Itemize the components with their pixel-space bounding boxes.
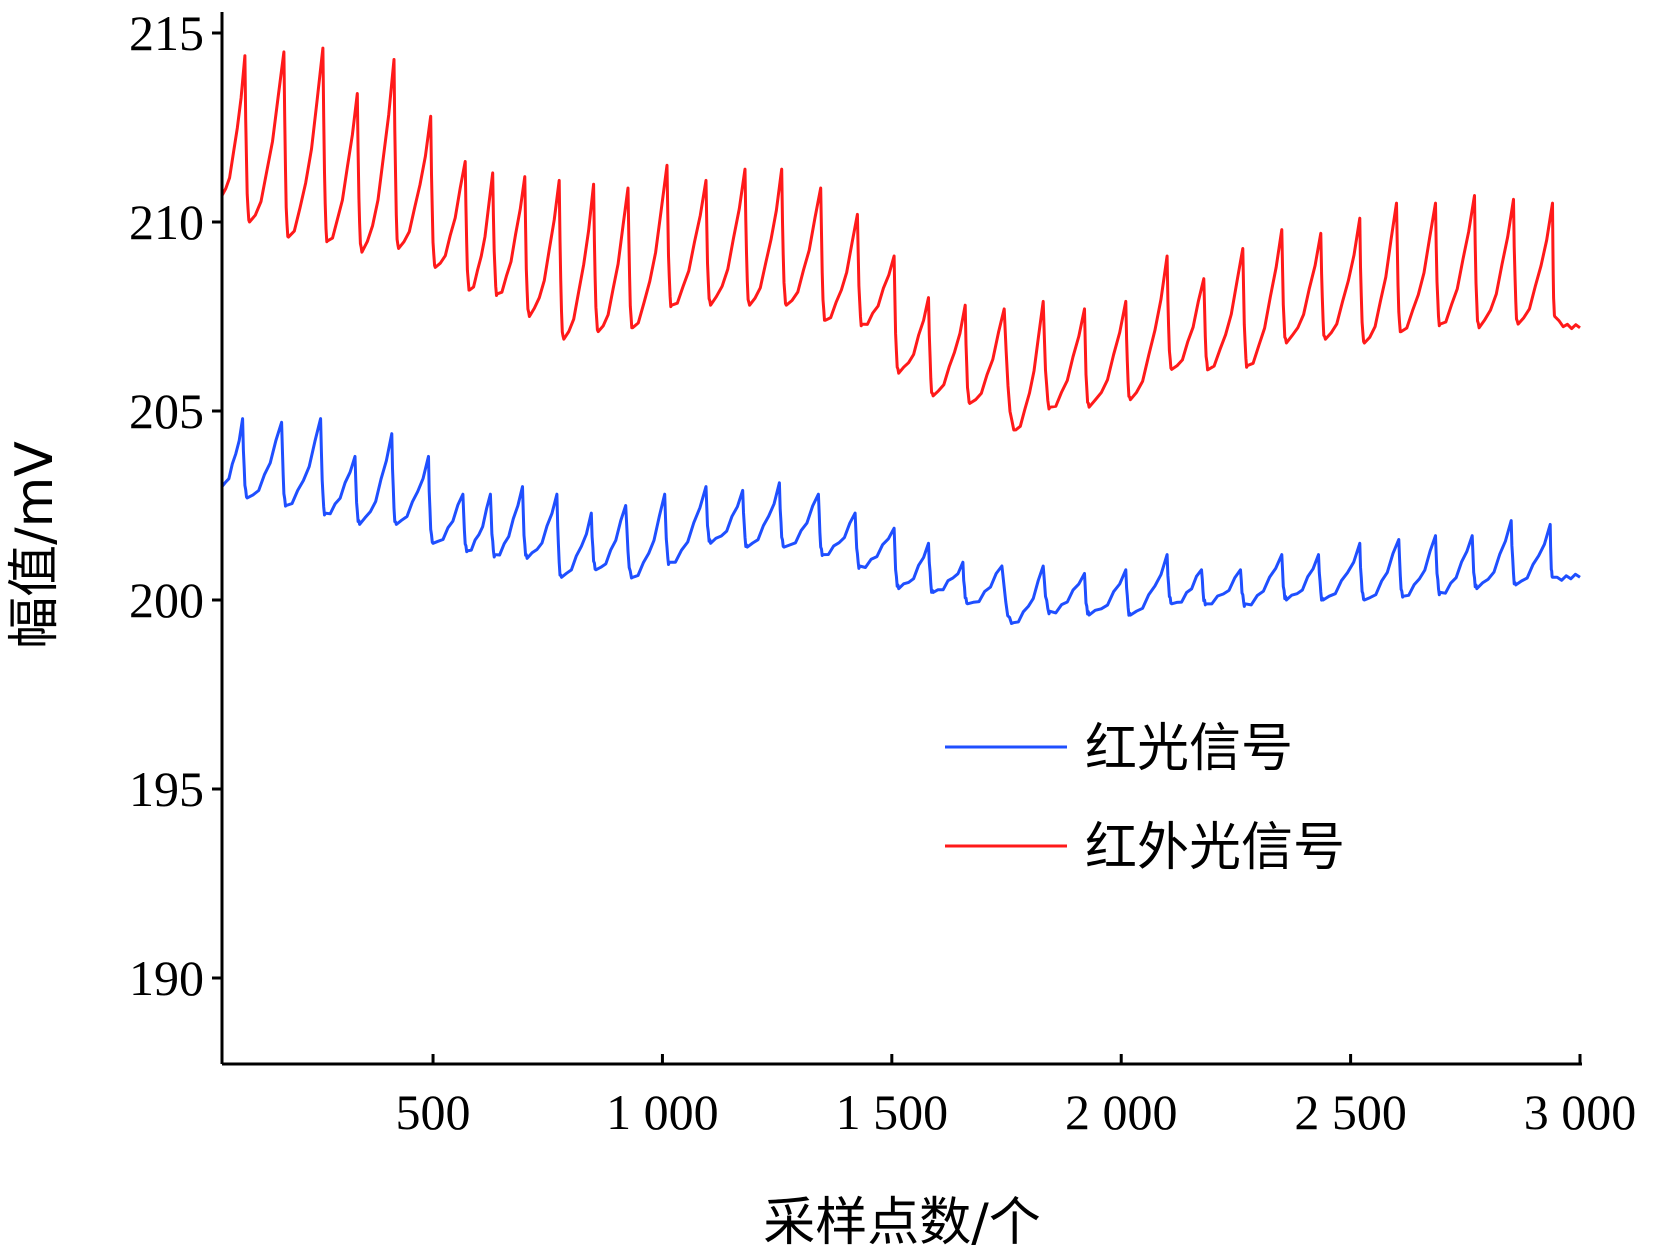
y-axis-title: 幅值/mV (5, 441, 65, 649)
x-axis-ticks: 500 1 000 1 500 2 000 2 500 3 000 (396, 1054, 1637, 1140)
x-tick-label: 2 000 (1065, 1084, 1178, 1140)
y-tick-label: 205 (129, 383, 204, 439)
series-line-infrared-signal (220, 46, 1581, 432)
x-tick-label: 1 500 (836, 1084, 949, 1140)
x-tick-label: 1 000 (606, 1084, 719, 1140)
y-tick-label: 215 (129, 5, 204, 61)
plot-lines (220, 46, 1581, 625)
x-axis-title: 采样点数/个 (763, 1193, 1041, 1253)
x-tick-label: 500 (396, 1084, 471, 1140)
y-tick-label: 190 (129, 950, 204, 1006)
series-line-red-signal (220, 417, 1581, 625)
legend-label-red-signal: 红光信号 (1085, 719, 1293, 779)
x-tick-label: 2 500 (1294, 1084, 1407, 1140)
y-tick-label: 200 (129, 572, 204, 628)
legend-label-infrared-signal: 红外光信号 (1085, 818, 1345, 878)
y-axis-ticks: 190 195 200 205 210 215 (129, 5, 222, 1006)
y-tick-label: 195 (129, 761, 204, 817)
x-tick-label: 3 000 (1524, 1084, 1637, 1140)
y-tick-label: 210 (129, 194, 204, 250)
legend: 红光信号 红外光信号 (945, 719, 1345, 878)
